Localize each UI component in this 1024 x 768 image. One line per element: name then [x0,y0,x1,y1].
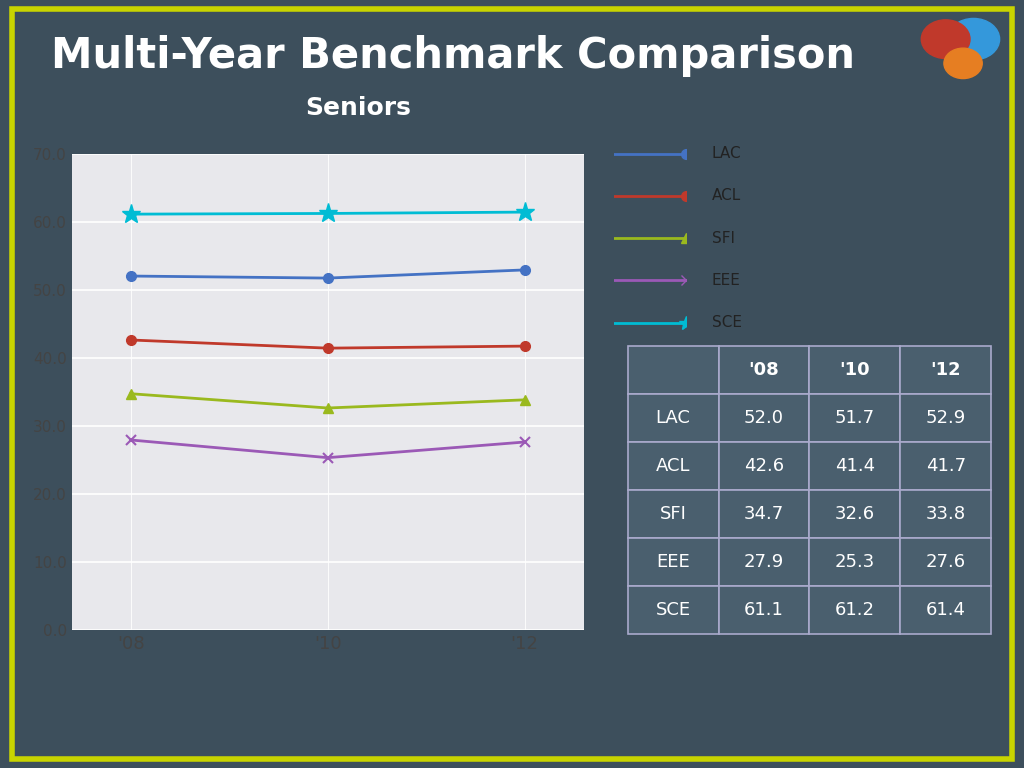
SFI [322,403,334,412]
Text: EEE: EEE [712,273,740,288]
Circle shape [922,20,970,58]
LAC [322,273,334,283]
SFI [125,389,137,399]
Text: 51.7: 51.7 [835,409,874,426]
Text: 25.3: 25.3 [835,553,876,571]
Text: 61.4: 61.4 [926,601,966,618]
Line: ACL: ACL [126,335,529,353]
EEE [125,435,137,445]
Circle shape [944,48,982,78]
Text: SFI: SFI [659,505,686,522]
Text: 32.6: 32.6 [835,505,874,522]
SCE [125,210,137,219]
Text: '10: '10 [840,361,870,379]
Text: SFI: SFI [712,230,734,246]
Text: LAC: LAC [712,146,741,161]
SCE [322,209,334,218]
EEE [518,438,530,447]
Text: '12: '12 [931,361,962,379]
Text: SCE: SCE [655,601,691,618]
EEE [322,453,334,462]
Text: 61.2: 61.2 [835,601,874,618]
Line: SCE: SCE [121,203,535,223]
Text: LAC: LAC [655,409,690,426]
ACL [518,342,530,351]
Circle shape [947,18,999,60]
Text: ACL: ACL [712,188,741,204]
Text: '08: '08 [749,361,779,379]
Text: ACL: ACL [656,457,690,475]
LAC [125,271,137,280]
Text: 33.8: 33.8 [926,505,966,522]
Text: 41.4: 41.4 [835,457,874,475]
ACL [322,343,334,353]
Text: 61.1: 61.1 [744,601,784,618]
Text: 42.6: 42.6 [744,457,784,475]
Line: SFI: SFI [126,389,529,413]
Text: 34.7: 34.7 [743,505,784,522]
Text: 27.9: 27.9 [743,553,784,571]
Line: EEE: EEE [126,435,529,462]
SCE [518,207,530,217]
Text: 52.9: 52.9 [926,409,966,426]
SFI [518,396,530,405]
Line: LAC: LAC [126,265,529,283]
Text: Multi-Year Benchmark Comparison: Multi-Year Benchmark Comparison [51,35,855,77]
Text: SCE: SCE [712,315,741,330]
Text: EEE: EEE [656,553,690,571]
Text: 27.6: 27.6 [926,553,966,571]
ACL [125,336,137,345]
Text: 52.0: 52.0 [744,409,784,426]
LAC [518,265,530,274]
Text: 41.7: 41.7 [926,457,966,475]
Text: Seniors: Seniors [305,96,412,120]
